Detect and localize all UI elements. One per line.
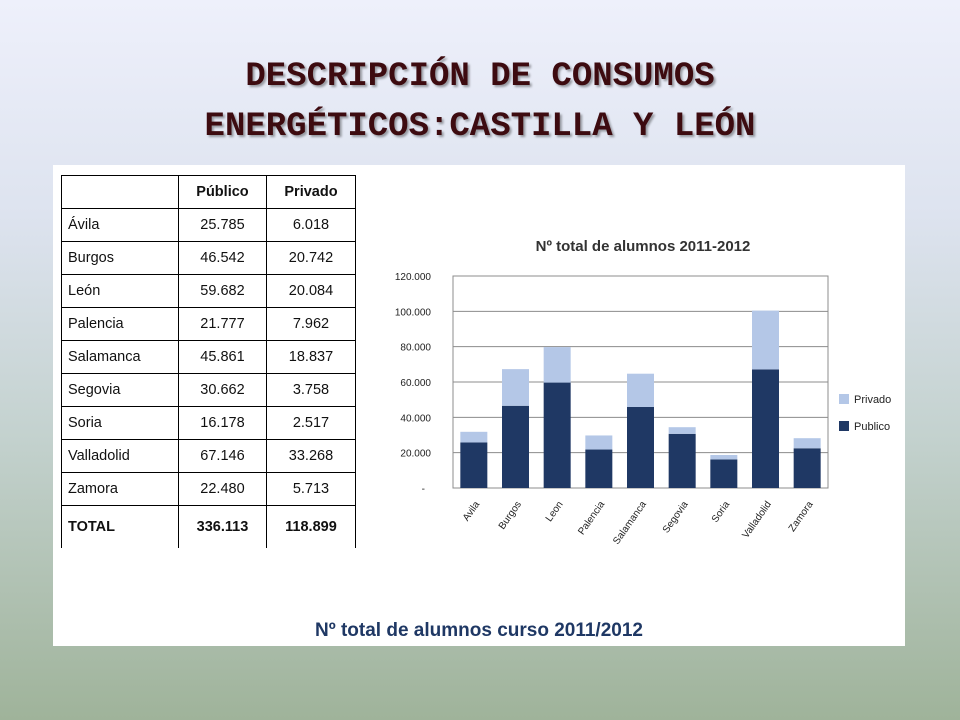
bar-privado [502,369,529,406]
privado-value: 33.268 [265,439,357,473]
x-tick-label: Avila [461,499,483,523]
bar-privado [668,427,696,434]
privado-value: 3.758 [265,373,357,407]
x-tick-label: Burgos [497,499,524,531]
table-row: León 59.682 20.084 [61,274,357,308]
y-tick-label: 60.000 [400,378,431,389]
x-tick-label: Soria [710,499,733,525]
x-tick-label: Salamanca [611,499,649,547]
chart-caption: Nº total de alumnos curso 2011/2012 [315,620,643,641]
province-name: Zamora [61,472,179,506]
publico-value: 21.777 [178,307,267,341]
table-header-privado: Privado [265,175,357,209]
province-name: Segovia [61,373,179,407]
bar-publico [627,406,654,488]
privado-value: 5.713 [265,472,357,506]
publico-value: 59.682 [178,274,267,308]
province-name: Palencia [61,307,179,341]
province-name: Ávila [61,208,179,242]
bar-publico [543,382,571,488]
y-tick-label: 120.000 [395,272,432,283]
bar-publico [752,369,779,488]
province-name: Salamanca [61,340,179,374]
province-name: Burgos [61,241,179,275]
x-tick-label: Segovia [661,499,691,535]
publico-value: 45.861 [178,340,267,374]
table-row: Ávila 25.785 6.018 [61,208,357,242]
bar-publico [668,433,696,488]
table-row: Burgos 46.542 20.742 [61,241,357,275]
table-row: Soria 16.178 2.517 [61,406,357,440]
privado-value: 2.517 [265,406,357,440]
chart-title: Nº total de alumnos 2011-2012 [536,238,751,255]
bar-publico [793,448,821,488]
privado-value: 6.018 [265,208,357,242]
legend-label-privado: Privado [854,394,891,406]
stacked-bar-chart: Nº total de alumnos 2011-2012 - 20.000 40.0… [395,238,891,547]
privado-value: 7.962 [265,307,357,341]
y-tick-label: - [422,484,425,495]
y-tick-label: 100.000 [395,307,432,318]
province-name: León [61,274,179,308]
table-header-blank [61,175,179,209]
y-tick-label: 20.000 [400,449,431,460]
table-row: Salamanca 45.861 18.837 [61,340,357,374]
legend-swatch-publico [839,421,849,431]
total-privado: 118.899 [265,505,357,548]
total-label: TOTAL [61,505,179,548]
total-publico: 336.113 [178,505,267,548]
publico-value: 16.178 [178,406,267,440]
x-tick-label: Zamora [787,499,816,534]
y-tick-label: 80.000 [400,343,431,354]
legend-swatch-privado [839,394,849,404]
table-total-row: TOTAL 336.113 118.899 [61,505,357,548]
legend-label-publico: Publico [854,421,890,433]
table-row: Zamora 22.480 5.713 [61,472,357,506]
bar-privado [710,454,738,460]
bar-privado [793,438,821,449]
bar-publico [460,442,488,488]
table-row: Palencia 21.777 7.962 [61,307,357,341]
bar-privado [543,347,571,383]
privado-value: 20.742 [265,241,357,275]
bar-privado [460,431,488,443]
x-tick-label: Leon [544,499,566,524]
bar-publico [710,459,738,488]
publico-value: 67.146 [178,439,267,473]
bar-publico [585,449,613,488]
privado-value: 18.837 [265,340,357,374]
bar-publico [502,405,529,488]
province-name: Soria [61,406,179,440]
province-name: Valladolid [61,439,179,473]
publico-value: 30.662 [178,373,267,407]
students-table: Público Privado Ávila 25.785 6.018 Burgos 46… [61,175,357,548]
x-tick-label: Valladolid [740,499,773,540]
y-tick-label: 40.000 [400,413,431,424]
table-row: Segovia 30.662 3.758 [61,373,357,407]
publico-value: 25.785 [178,208,267,242]
table-header-publico: Público [178,175,267,209]
table-header-row: Público Privado [61,175,357,209]
content-panel: Público Privado Ávila 25.785 6.018 Burgos 46… [53,165,905,646]
table-row: Valladolid 67.146 33.268 [61,439,357,473]
x-tick-label: Palencia [576,499,607,537]
slide-title: DESCRIPCIÓN DE CONSUMOS ENERGÉTICOS:CAST… [0,52,960,152]
slide-title-line-1: DESCRIPCIÓN DE CONSUMOS [245,58,715,96]
privado-value: 20.084 [265,274,357,308]
bar-privado [627,373,654,407]
bar-privado [585,435,613,450]
bar-privado [752,310,779,370]
publico-value: 46.542 [178,241,267,275]
publico-value: 22.480 [178,472,267,506]
slide-title-line-2: ENERGÉTICOS:CASTILLA Y LEÓN [204,108,756,146]
